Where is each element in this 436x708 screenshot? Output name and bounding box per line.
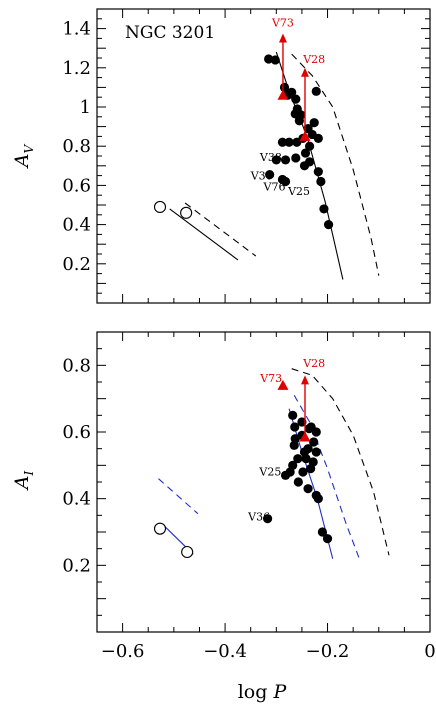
x-tick-label: −0.2	[306, 641, 350, 662]
y-tick-label: 1.4	[62, 19, 91, 40]
filled-point	[289, 440, 299, 450]
x-tick-label: −0.6	[101, 641, 145, 662]
arrow-head	[300, 67, 309, 77]
filled-point	[277, 137, 288, 147]
star-label: V25	[287, 185, 310, 198]
dashed-relation-line	[293, 395, 360, 559]
x-tick-label: −0.4	[203, 641, 247, 662]
y-axis-label-main: A	[11, 476, 33, 492]
y-tick-label: 0.6	[62, 175, 91, 196]
dashed-relation-line	[291, 53, 380, 276]
open-point	[153, 522, 167, 535]
filled-point	[311, 447, 321, 457]
filled-point	[280, 176, 291, 187]
x-axis-label: log P	[238, 681, 288, 703]
x-tick-label: 0	[424, 641, 435, 662]
panel-title: NGC 3201	[125, 23, 215, 43]
y-axis-label: AI	[11, 471, 36, 492]
filled-point	[313, 494, 323, 504]
y-tick-label: 0.4	[62, 215, 91, 236]
open-point	[153, 200, 167, 214]
star-label-red: V28	[302, 53, 325, 66]
filled-point	[294, 116, 304, 126]
triangle-point	[277, 89, 289, 100]
star-label: V25	[258, 465, 281, 478]
triangle-point	[299, 130, 311, 141]
filled-point	[280, 155, 291, 165]
filled-point	[280, 470, 291, 480]
dashed-relation-line	[184, 202, 257, 257]
y-axis-label: AV	[11, 143, 36, 169]
filled-point	[279, 82, 290, 92]
filled-point	[287, 87, 297, 97]
filled-point	[313, 133, 323, 143]
y-tick-label: 0.8	[62, 136, 91, 157]
filled-point	[265, 170, 275, 180]
filled-point	[309, 118, 319, 128]
star-label: V38	[259, 151, 282, 164]
dashed-relation-line	[291, 368, 390, 556]
panel-ai: 0.2 0.4 0.6 0.8 −0.6 −0.4 −0.2 0 AI V73 V28 V25 V36	[11, 331, 436, 662]
star-label: V36	[250, 170, 273, 183]
triangle-point	[299, 431, 311, 442]
filled-point	[311, 427, 321, 437]
y-tick-label: 1.2	[62, 58, 91, 79]
star-label: V76	[263, 180, 286, 193]
y-tick-label: 0.4	[62, 489, 91, 510]
open-point	[180, 206, 193, 219]
x-axis-label-italic: P	[272, 681, 287, 703]
y-axis-label-main: A	[11, 153, 33, 169]
filled-point	[301, 454, 311, 464]
filled-point	[317, 527, 328, 537]
x-axis-label-main: log	[238, 681, 274, 703]
filled-point	[270, 55, 280, 65]
filled-point	[322, 534, 333, 544]
filled-point	[309, 437, 319, 447]
y-tick-label: 0.6	[62, 422, 91, 443]
filled-point	[298, 467, 308, 477]
filled-point	[297, 417, 307, 427]
filled-point	[284, 137, 294, 147]
triangle-point	[277, 379, 289, 390]
arrow-head	[300, 375, 309, 385]
filled-point	[292, 137, 302, 147]
arrow-head	[278, 33, 287, 43]
filled-point	[311, 86, 321, 96]
filled-point	[303, 484, 313, 494]
panel-av: 0.2 0.4 0.6 0.8 1 1.2 1.4 AV NGC 3201 V73 V28 V38 V3…	[11, 8, 431, 304]
y-tick-label: 0.2	[62, 254, 91, 275]
filled-point	[290, 422, 300, 432]
y-axis-label-sub: V	[22, 143, 36, 153]
filled-point	[293, 477, 303, 487]
filled-point	[316, 176, 326, 187]
star-label-red: V28	[302, 357, 325, 370]
filled-point	[291, 94, 301, 104]
filled-point	[305, 141, 315, 151]
star-label: V36	[247, 510, 270, 523]
filled-point	[319, 204, 329, 214]
filled-point	[313, 167, 323, 177]
open-point	[181, 545, 194, 559]
y-tick-label: 0.8	[62, 355, 91, 376]
y-tick-label: 1	[80, 97, 91, 118]
filled-point	[288, 410, 298, 420]
filled-point	[300, 148, 311, 158]
filled-point	[262, 514, 273, 524]
y-tick-label: 0.2	[62, 555, 91, 576]
y-axis-label-sub: I	[22, 471, 36, 477]
fit-line	[169, 208, 239, 261]
dashed-relation-line	[158, 478, 199, 515]
filled-point	[299, 161, 310, 171]
filled-point	[291, 153, 301, 163]
filled-point	[271, 155, 281, 165]
filled-point	[323, 220, 334, 230]
filled-point	[306, 464, 316, 474]
filled-point	[293, 454, 303, 464]
star-label-red: V73	[259, 372, 282, 385]
star-label-red: V73	[271, 17, 294, 30]
